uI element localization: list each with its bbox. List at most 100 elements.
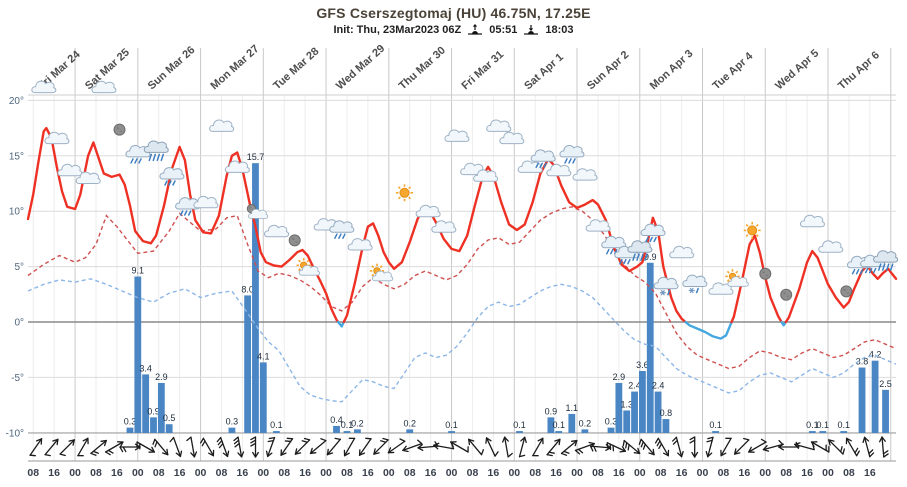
cloud-icon (44, 131, 70, 145)
precip-bar (615, 382, 623, 433)
y-axis-label: -10° (6, 428, 24, 439)
day-label: Wed Apr 5 (773, 47, 821, 92)
temperature-line (26, 126, 340, 324)
wind-barb (705, 436, 714, 458)
precip-bar (134, 276, 142, 433)
temperature-line (730, 234, 783, 324)
wind-barb (862, 436, 875, 458)
moon-icon (780, 288, 793, 301)
cloud-icon (209, 119, 235, 132)
wind-barb (186, 436, 198, 458)
time-label: 08 (90, 467, 102, 479)
wind-barb (638, 438, 655, 456)
rain-icon (559, 145, 585, 164)
precip-value: 0.1 (513, 420, 526, 430)
wind-barb (29, 438, 43, 457)
precip-value: 0.3 (605, 417, 618, 427)
wind-barb (326, 437, 341, 456)
time-label: 08 (718, 467, 730, 479)
y-axis-label: -5° (11, 373, 24, 384)
cloud-icon (193, 195, 219, 209)
time-label: 00 (571, 467, 583, 479)
cloud-icon (473, 169, 499, 182)
heavy-rain-icon (873, 250, 899, 271)
wind-barb (343, 437, 356, 457)
wind-barb (104, 441, 124, 456)
precip-bar (555, 431, 563, 433)
day-label: Wed Mar 29 (334, 43, 387, 93)
wind-barb (294, 437, 311, 455)
cloud-icon (444, 129, 470, 142)
precip-value: 0.1 (270, 420, 283, 430)
wind-barb (485, 437, 499, 457)
temperature-line (784, 249, 898, 324)
precip-value: 0.4 (330, 415, 343, 425)
time-label: 08 (27, 467, 39, 479)
wind-barb (309, 438, 327, 455)
day-label: Tue Mar 28 (271, 45, 321, 92)
rain-icon (530, 149, 556, 169)
sun-cloud-icon (296, 258, 320, 276)
cloud-icon (585, 219, 611, 232)
wind-barb (59, 439, 75, 457)
precip-bar (808, 431, 816, 433)
wind-barb (250, 436, 259, 458)
time-label: 08 (592, 467, 604, 479)
wind-barb (90, 439, 107, 456)
precip-value: 0.3 (226, 417, 239, 427)
time-label: 16 (111, 467, 123, 479)
precip-value: 0.5 (163, 413, 176, 423)
wind-barb (878, 436, 889, 458)
wind-barb (532, 437, 544, 457)
precip-value: 0.1 (709, 420, 722, 430)
precip-bar (871, 360, 879, 433)
precip-bar (840, 431, 848, 433)
precip-value: 0.1 (806, 420, 819, 430)
precip-bar (272, 431, 280, 433)
y-axis-label: 5° (14, 262, 24, 273)
wind-barb (828, 439, 846, 455)
time-label: 16 (174, 467, 186, 479)
time-label: 16 (237, 467, 249, 479)
wind-barb (518, 436, 527, 458)
precip-bar (638, 370, 646, 433)
wind-barb (748, 438, 767, 453)
wind-barb (468, 438, 485, 456)
precip-value: 0.2 (351, 418, 364, 428)
dashed_blue-line (27, 278, 897, 403)
y-axis-label: 15° (9, 151, 24, 162)
precip-bar (819, 431, 827, 433)
moon-icon (759, 267, 772, 280)
time-label: 00 (697, 467, 709, 479)
weather-icons (31, 80, 899, 301)
wind-barbs (29, 436, 889, 458)
moon-icon (113, 123, 126, 136)
precip-bar (150, 417, 157, 433)
wind-barb (606, 442, 627, 453)
moon-icon (288, 234, 301, 247)
time-label: 08 (655, 467, 667, 479)
day-label: Tue Apr 4 (711, 50, 756, 93)
time-label: 08 (780, 467, 792, 479)
precip-bar (882, 389, 889, 433)
cloud-icon (431, 220, 457, 233)
time-label: 00 (257, 467, 269, 479)
temperature-line (780, 320, 787, 327)
precip-bar (516, 431, 523, 433)
dashed_red-line (27, 206, 897, 370)
day-label: Mon Apr 3 (648, 48, 696, 93)
precip-value: 0.2 (579, 418, 592, 428)
wind-barb (152, 438, 169, 456)
moon-icon (840, 285, 853, 298)
day-label: Sun Mar 26 (146, 44, 198, 92)
precip-bar (568, 413, 576, 433)
time-label: 16 (613, 467, 625, 479)
time-label: 08 (216, 467, 228, 479)
precip-value: 0.9 (147, 406, 160, 416)
time-label: 00 (759, 467, 771, 479)
wind-barb (387, 438, 406, 454)
cloud-icon (57, 163, 83, 177)
time-axis: 08 16 00 08 16 00 08 16 00 08 16 00 08 16 00 08 16 00 08 16… (27, 467, 875, 479)
precipitation-bars: 0.39.13.40.92.90.5 0.38.015.74.10.10.40.1… (124, 152, 892, 433)
